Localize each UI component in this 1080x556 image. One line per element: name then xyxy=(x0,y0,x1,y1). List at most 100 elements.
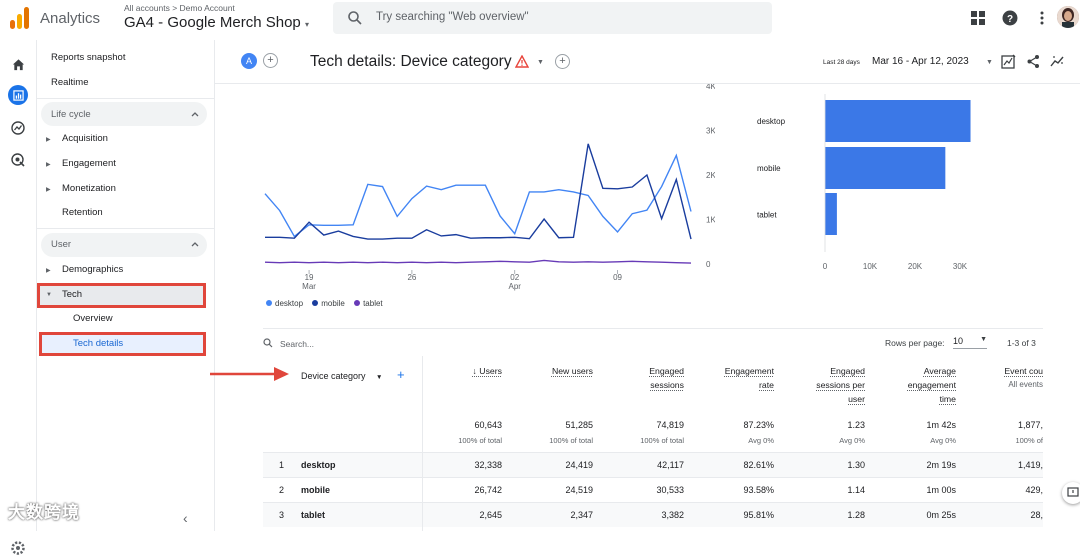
date-range-picker[interactable]: Mar 16 - Apr 12, 2023 xyxy=(872,56,969,67)
reports-button[interactable] xyxy=(8,85,28,105)
column-total-sub: Avg 0% xyxy=(839,436,865,445)
column-total: 1.23 xyxy=(847,420,865,430)
pagination-label: 1-3 of 3 xyxy=(1007,338,1036,348)
legend-desktop[interactable]: desktop xyxy=(266,299,303,308)
apps-grid-icon[interactable] xyxy=(970,10,986,26)
search-bar[interactable]: Try searching "Web overview" xyxy=(333,2,772,34)
column-total-sub: 100% of total xyxy=(640,436,684,445)
help-icon[interactable]: ? xyxy=(1002,10,1018,26)
column-header-line: Engagement xyxy=(724,366,774,376)
legend-mobile[interactable]: mobile xyxy=(312,299,345,308)
chevron-up-icon[interactable] xyxy=(190,239,200,249)
y-tick-label: 4K xyxy=(706,84,715,91)
nav-realtime[interactable]: Realtime xyxy=(51,77,89,88)
row-cell: 2,645 xyxy=(479,510,502,520)
caret-right-icon: ▶ xyxy=(46,187,51,193)
top-bar: Analytics All accounts > Demo Account GA… xyxy=(0,0,1080,40)
home-icon xyxy=(12,58,24,70)
insights-icon[interactable] xyxy=(1050,54,1065,69)
bar-category-label: tablet xyxy=(757,211,777,220)
column-total: 74,819 xyxy=(656,420,684,430)
analytics-logo-icon[interactable] xyxy=(10,7,30,29)
row-cell: 1,419, xyxy=(1017,460,1043,470)
divider xyxy=(37,228,215,229)
column-header[interactable]: Engaged sessions per user xyxy=(816,364,865,406)
comparison-chip[interactable]: A xyxy=(241,53,257,69)
advertising-button[interactable] xyxy=(8,150,28,170)
property-selector[interactable]: GA4 - Google Merch Shop ▾ xyxy=(124,14,309,31)
home-button[interactable] xyxy=(8,54,28,74)
bar-chart-icon xyxy=(12,89,24,101)
x-tick-month: Apr xyxy=(508,282,521,291)
column-header[interactable]: Average engagement time xyxy=(908,364,956,406)
legend-tablet[interactable]: tablet xyxy=(354,299,383,308)
avatar[interactable] xyxy=(1057,6,1079,28)
row-cell: 30,533 xyxy=(656,485,684,495)
date-dropdown-icon[interactable]: ▼ xyxy=(986,59,993,66)
customize-report-icon[interactable] xyxy=(1001,54,1016,69)
nav-retention[interactable]: Retention xyxy=(62,207,103,218)
user-photo-icon xyxy=(1057,6,1079,28)
row-cell: 26,742 xyxy=(474,485,502,495)
add-comparison-icon[interactable]: + xyxy=(263,53,278,68)
column-total: 60,643 xyxy=(474,420,502,430)
table-row[interactable]: 2 mobile 26,742 24,519 30,533 93.58% 1.14 1m 00… xyxy=(263,477,1043,503)
app-name: Analytics xyxy=(40,10,101,27)
bar-mobile[interactable] xyxy=(825,147,946,189)
dimension-header[interactable]: Device category ▼ + xyxy=(301,367,405,382)
account-breadcrumb[interactable]: All accounts > Demo Account xyxy=(124,3,235,13)
table-row[interactable]: 1 desktop 32,338 24,419 42,117 82.61% 1.30 2m 1… xyxy=(263,452,1043,478)
nav-acquisition[interactable]: Acquisition xyxy=(62,133,108,144)
bar-desktop[interactable] xyxy=(825,100,971,142)
add-dimension-icon[interactable]: + xyxy=(397,367,405,382)
nav-engagement[interactable]: Engagement xyxy=(62,158,116,169)
column-total-sub: 100% of total xyxy=(549,436,593,445)
column-header[interactable]: ↓ Users xyxy=(473,364,502,378)
column-header[interactable]: Engaged sessions xyxy=(649,364,684,392)
rows-per-page-label: Rows per page: xyxy=(885,338,945,348)
table-search-input[interactable]: Search... xyxy=(280,339,315,349)
series-line-tablet[interactable] xyxy=(264,259,692,264)
nav-monetization[interactable]: Monetization xyxy=(62,183,116,194)
bar-tablet[interactable] xyxy=(825,193,837,235)
nav-tech[interactable]: Tech xyxy=(62,289,83,300)
left-rail xyxy=(0,40,37,555)
legend-dot-icon xyxy=(266,300,272,306)
add-icon[interactable]: + xyxy=(555,54,570,69)
explore-button[interactable] xyxy=(8,118,28,138)
table-row[interactable]: 3 tablet 2,645 2,347 3,382 95.81% 1.28 0m 25s 28… xyxy=(263,502,1043,528)
nav-tech-details-row[interactable] xyxy=(41,333,206,355)
nav-reports-snapshot[interactable]: Reports snapshot xyxy=(51,52,126,63)
row-index: 3 xyxy=(279,510,285,520)
bar-chart[interactable]: desktop mobile tablet 0 10K 20K 30K xyxy=(745,84,1005,284)
nav-tech-overview[interactable]: Overview xyxy=(73,313,113,324)
chart-legend: desktop mobile tablet xyxy=(266,299,390,308)
share-icon[interactable] xyxy=(1026,54,1041,69)
column-header[interactable]: New users xyxy=(552,364,593,378)
chevron-up-icon[interactable] xyxy=(190,109,200,119)
column-header-line: Average xyxy=(923,366,956,376)
row-cell: 93.58% xyxy=(743,485,774,495)
rows-per-page-select[interactable]: 10 ▼ xyxy=(953,336,987,349)
series-line-mobile[interactable] xyxy=(265,143,692,240)
more-vert-icon[interactable] xyxy=(1034,10,1050,26)
section-lifecycle[interactable] xyxy=(41,102,207,126)
nav-tech-row[interactable] xyxy=(39,283,206,307)
row-cell: 2,347 xyxy=(570,510,593,520)
row-cell: 1.30 xyxy=(847,460,865,470)
column-header[interactable]: Event cou All events xyxy=(1004,364,1043,392)
nav-tech-details[interactable]: Tech details xyxy=(73,338,124,349)
svg-text:?: ? xyxy=(1007,14,1013,25)
x-tick-month: Mar xyxy=(302,282,316,291)
column-header[interactable]: Engagement rate xyxy=(725,364,774,392)
series-line-desktop[interactable] xyxy=(264,153,692,238)
title-dropdown-icon[interactable]: ▼ xyxy=(537,59,544,66)
settings-gear-icon[interactable] xyxy=(10,540,26,556)
nav-demographics[interactable]: Demographics xyxy=(62,264,124,275)
collapse-nav-icon[interactable]: ‹ xyxy=(183,510,188,526)
row-cell: 1.28 xyxy=(847,510,865,520)
section-user[interactable] xyxy=(41,233,207,257)
feedback-button[interactable] xyxy=(1062,482,1080,504)
warning-icon[interactable] xyxy=(515,55,529,68)
